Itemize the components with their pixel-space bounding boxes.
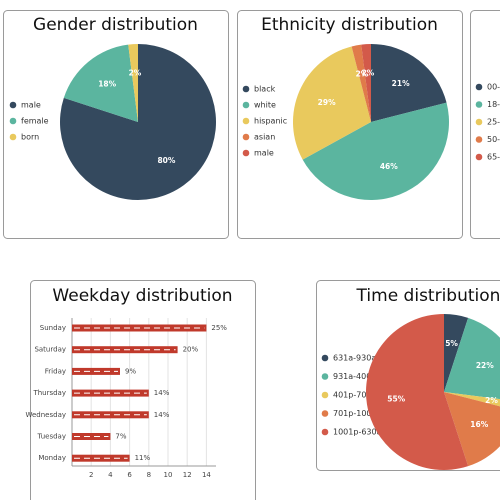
chart-title: Time distribution <box>356 286 500 306</box>
bar <box>72 454 130 462</box>
legend-label: white <box>254 101 276 110</box>
slice-label: 2% <box>362 69 375 78</box>
slice-label: 5% <box>445 339 458 348</box>
pie-slice <box>292 46 371 160</box>
slice-label: 22% <box>476 361 494 370</box>
legend-label: 401p-700p <box>333 391 377 400</box>
pie-slice <box>302 102 450 201</box>
legend-swatch <box>321 410 329 417</box>
legend-swatch <box>321 391 329 399</box>
x-tick-label: 10 <box>164 471 173 479</box>
x-tick-label: 2 <box>89 471 93 479</box>
x-tick-label: 12 <box>183 471 192 479</box>
legend-swatch <box>321 373 329 380</box>
x-tick-label: 8 <box>147 471 151 479</box>
slice-label: 46% <box>380 162 398 171</box>
value-label: 7% <box>115 433 126 441</box>
x-tick-label: 4 <box>108 471 113 479</box>
value-label: 9% <box>125 367 136 375</box>
legend-swatch <box>9 117 17 125</box>
legend-swatch <box>9 133 17 141</box>
legend-label: 18- <box>487 100 500 109</box>
legend-label: female <box>21 117 49 126</box>
legend-label: 931a-400p <box>333 372 376 381</box>
value-label: 20% <box>183 346 199 354</box>
y-tick-label: Thursday <box>32 389 66 397</box>
legend-swatch <box>475 83 483 91</box>
slice-label: 21% <box>392 79 410 88</box>
value-label: 14% <box>154 411 170 419</box>
legend-swatch <box>475 118 483 126</box>
slice-label: 16% <box>470 420 488 429</box>
chart-title: Gender distribution <box>33 15 198 35</box>
bar <box>72 433 111 440</box>
slice-label: 18% <box>98 80 116 89</box>
value-label: 14% <box>154 389 170 397</box>
x-tick-label: 14 <box>202 471 211 479</box>
legend-label: 25- <box>487 118 500 127</box>
legend-swatch <box>475 101 483 108</box>
pie-slice <box>444 392 500 467</box>
value-label: 11% <box>135 454 151 462</box>
legend-swatch <box>475 153 483 161</box>
legend-label: 1001p-630a <box>333 428 382 437</box>
legend-label: born <box>21 133 39 142</box>
legend-swatch <box>475 136 483 143</box>
value-label: 25% <box>211 324 227 332</box>
y-tick-label: Tuesday <box>37 433 66 441</box>
pie-slice <box>444 314 469 392</box>
legend-label: 50- <box>487 135 500 144</box>
chart-title: Ethnicity distribution <box>261 15 438 35</box>
y-tick-label: Friday <box>45 367 66 375</box>
pie-slice <box>371 44 447 122</box>
legend-label: asian <box>254 133 275 142</box>
y-tick-label: Sunday <box>40 324 66 332</box>
legend-label: male <box>21 101 41 110</box>
slice-label: 2% <box>129 69 142 78</box>
legend-label: black <box>254 85 276 94</box>
legend-swatch <box>242 85 250 93</box>
pie-slice <box>351 44 371 123</box>
pie-slice <box>128 44 138 122</box>
legend-swatch <box>321 428 329 436</box>
chart-title: Weekday distribution <box>52 286 232 306</box>
legend-label: male <box>254 149 274 158</box>
bar <box>72 389 149 397</box>
legend-swatch <box>242 133 250 141</box>
slice-label: 29% <box>318 98 336 107</box>
legend-label: 65- <box>487 153 500 162</box>
legend-label: 631a-930a <box>333 354 376 363</box>
y-tick-label: Saturday <box>34 346 66 354</box>
legend-swatch <box>321 354 329 362</box>
pie-slice <box>365 314 469 470</box>
bar <box>72 411 149 419</box>
slice-label: 2% <box>356 69 369 78</box>
y-tick-label: Monday <box>38 454 66 462</box>
legend-label: 701p-1000p <box>333 409 382 418</box>
legend-swatch <box>242 101 250 109</box>
slice-label: 55% <box>387 395 405 404</box>
panel <box>470 10 500 239</box>
legend-swatch <box>242 117 250 125</box>
slice-label: 80% <box>157 156 175 165</box>
legend-label: hispanic <box>254 117 287 126</box>
y-tick-label: Wednesday <box>25 411 66 419</box>
slice-label: 2% <box>485 396 498 405</box>
pie-slice <box>59 44 216 200</box>
legend-label: 00- <box>487 83 500 92</box>
pie-slice <box>444 392 500 407</box>
pie-slice <box>361 44 371 122</box>
pie-slice <box>63 44 138 123</box>
legend-swatch <box>9 101 17 109</box>
x-tick-label: 6 <box>127 471 132 479</box>
pie-slice <box>444 317 500 400</box>
legend-swatch <box>242 149 250 157</box>
